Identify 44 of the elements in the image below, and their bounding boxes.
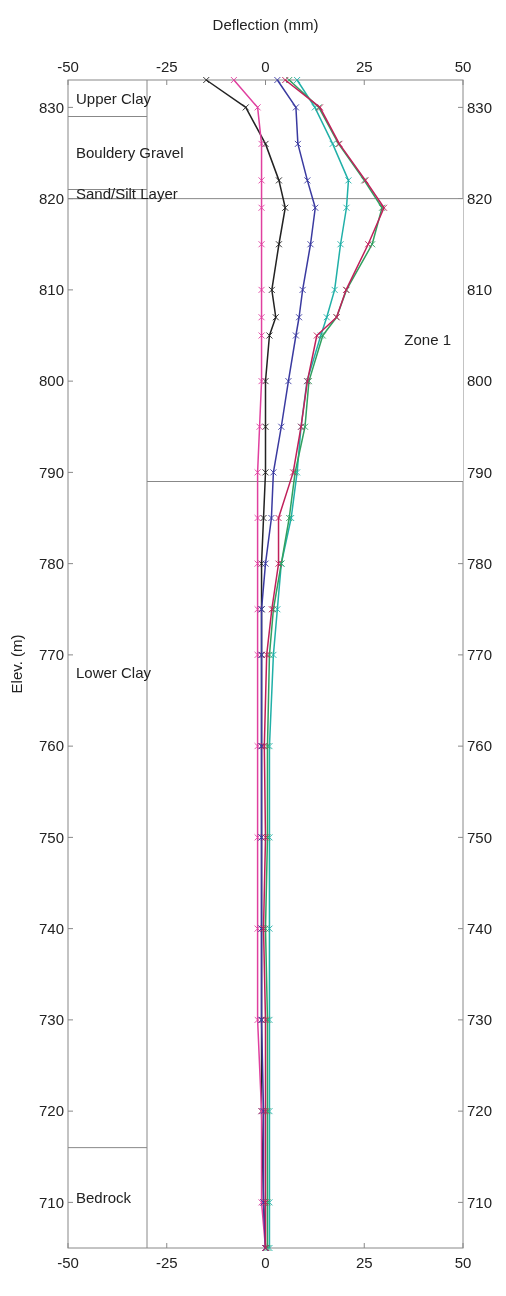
y2-tick-label: 750 bbox=[467, 828, 493, 846]
x2-tick-label: -50 bbox=[57, 1254, 79, 1271]
y-tick-label: 810 bbox=[38, 281, 64, 299]
y-tick-label: 780 bbox=[38, 554, 64, 572]
y-tick-label: 820 bbox=[38, 189, 64, 207]
y-tick-label: 740 bbox=[38, 919, 64, 937]
y2-tick-label: 730 bbox=[467, 1011, 493, 1029]
y2-tick-label: 830 bbox=[467, 98, 493, 116]
y-axis-title: Elev. (m) bbox=[8, 634, 25, 694]
y-tick-label: 800 bbox=[38, 372, 64, 390]
x-tick-label: 50 bbox=[454, 58, 472, 75]
x-tick-label: -50 bbox=[57, 58, 79, 75]
y-tick-label: 830 bbox=[38, 98, 64, 116]
y-tick-label: 770 bbox=[38, 646, 64, 664]
x-tick-label: -25 bbox=[155, 58, 178, 75]
y-tick-label: 710 bbox=[38, 1193, 64, 1211]
y-tick-label: 720 bbox=[38, 1102, 64, 1120]
y2-tick-label: 770 bbox=[467, 646, 493, 664]
annotation: Lower Clay bbox=[76, 664, 152, 682]
y2-tick-label: 720 bbox=[467, 1102, 493, 1120]
annotation: Bouldery Gravel bbox=[76, 144, 184, 162]
x-tick-label: 0 bbox=[261, 58, 270, 75]
y2-tick-label: 740 bbox=[467, 919, 493, 937]
y2-tick-label: 760 bbox=[467, 737, 493, 755]
y-tick-label: 730 bbox=[38, 1011, 64, 1029]
y-tick-label: 750 bbox=[38, 828, 64, 846]
x-tick-label: 25 bbox=[355, 58, 373, 75]
x2-tick-label: 25 bbox=[355, 1254, 373, 1271]
y2-tick-label: 780 bbox=[467, 554, 493, 572]
annotation: Upper Clay bbox=[76, 89, 152, 107]
y-tick-label: 760 bbox=[38, 737, 64, 755]
y-tick-label: 790 bbox=[38, 463, 64, 481]
y2-tick-label: 820 bbox=[467, 189, 493, 207]
annotation: Bedrock bbox=[76, 1189, 132, 1207]
band-label: Zone 1 bbox=[404, 331, 451, 349]
x2-tick-label: -25 bbox=[155, 1254, 178, 1271]
x2-tick-label: 0 bbox=[261, 1254, 270, 1271]
y2-tick-label: 810 bbox=[467, 281, 493, 299]
y2-tick-label: 800 bbox=[467, 372, 493, 390]
y2-tick-label: 790 bbox=[467, 463, 493, 481]
x2-axis-title: Deflection (mm) bbox=[212, 16, 319, 33]
y2-tick-label: 710 bbox=[467, 1193, 493, 1211]
x2-tick-label: 50 bbox=[454, 1254, 472, 1271]
annotation: Sand/Silt Layer bbox=[76, 185, 178, 203]
